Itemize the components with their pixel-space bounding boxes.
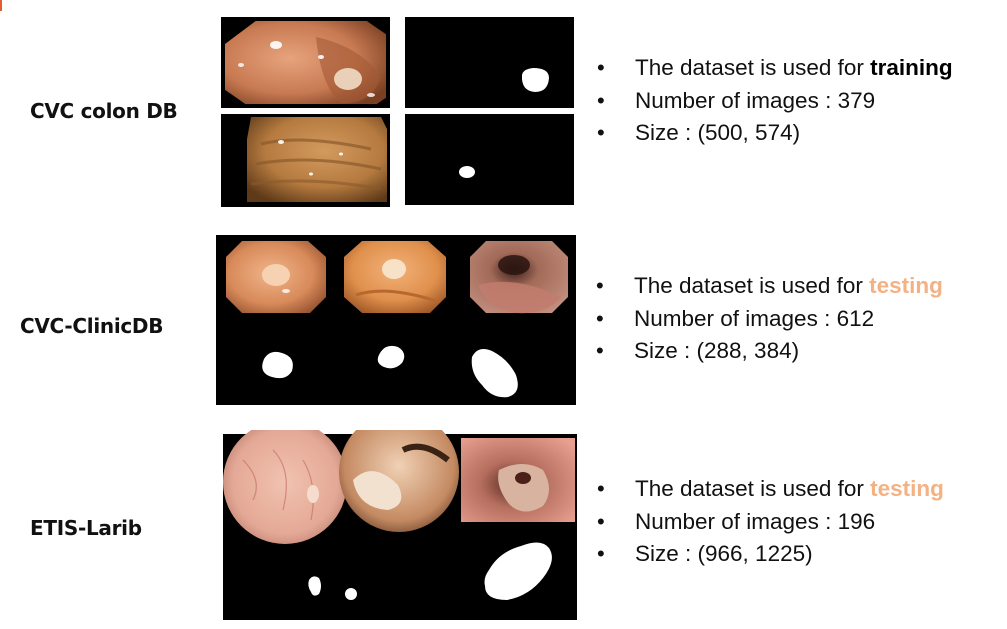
etis-usage: The dataset is used for testing bbox=[597, 473, 944, 506]
etis-image-grid bbox=[223, 430, 577, 620]
colondb-endoscopy-image-2 bbox=[221, 114, 390, 207]
usage-testing: testing bbox=[869, 273, 943, 298]
slide-accent-mark bbox=[0, 0, 2, 11]
clinicdb-image-count: Number of images : 612 bbox=[596, 303, 943, 336]
usage-training: training bbox=[870, 55, 953, 80]
colondb-mask-2 bbox=[405, 114, 574, 205]
clinicdb-size: Size : (288, 384) bbox=[596, 335, 943, 368]
clinicdb-details: The dataset is used for testing Number o… bbox=[596, 270, 943, 368]
etis-details: The dataset is used for testing Number o… bbox=[597, 473, 944, 571]
etis-size: Size : (966, 1225) bbox=[597, 538, 944, 571]
dataset-name-cvc-clinicdb: CVC-ClinicDB bbox=[20, 314, 164, 338]
etis-image-count: Number of images : 196 bbox=[597, 506, 944, 539]
colondb-size: Size : (500, 574) bbox=[597, 117, 953, 150]
colondb-details: The dataset is used for training Number … bbox=[597, 52, 953, 150]
colondb-endoscopy-image-1 bbox=[221, 17, 390, 108]
clinicdb-image-grid bbox=[216, 235, 576, 405]
colondb-image-count: Number of images : 379 bbox=[597, 85, 953, 118]
dataset-name-cvc-colondb: CVC colon DB bbox=[30, 99, 178, 123]
colondb-usage: The dataset is used for training bbox=[597, 52, 953, 85]
dataset-name-etis-larib: ETIS-Larib bbox=[30, 516, 142, 540]
colondb-mask-1 bbox=[405, 17, 574, 108]
clinicdb-usage: The dataset is used for testing bbox=[596, 270, 943, 303]
usage-testing: testing bbox=[870, 476, 944, 501]
